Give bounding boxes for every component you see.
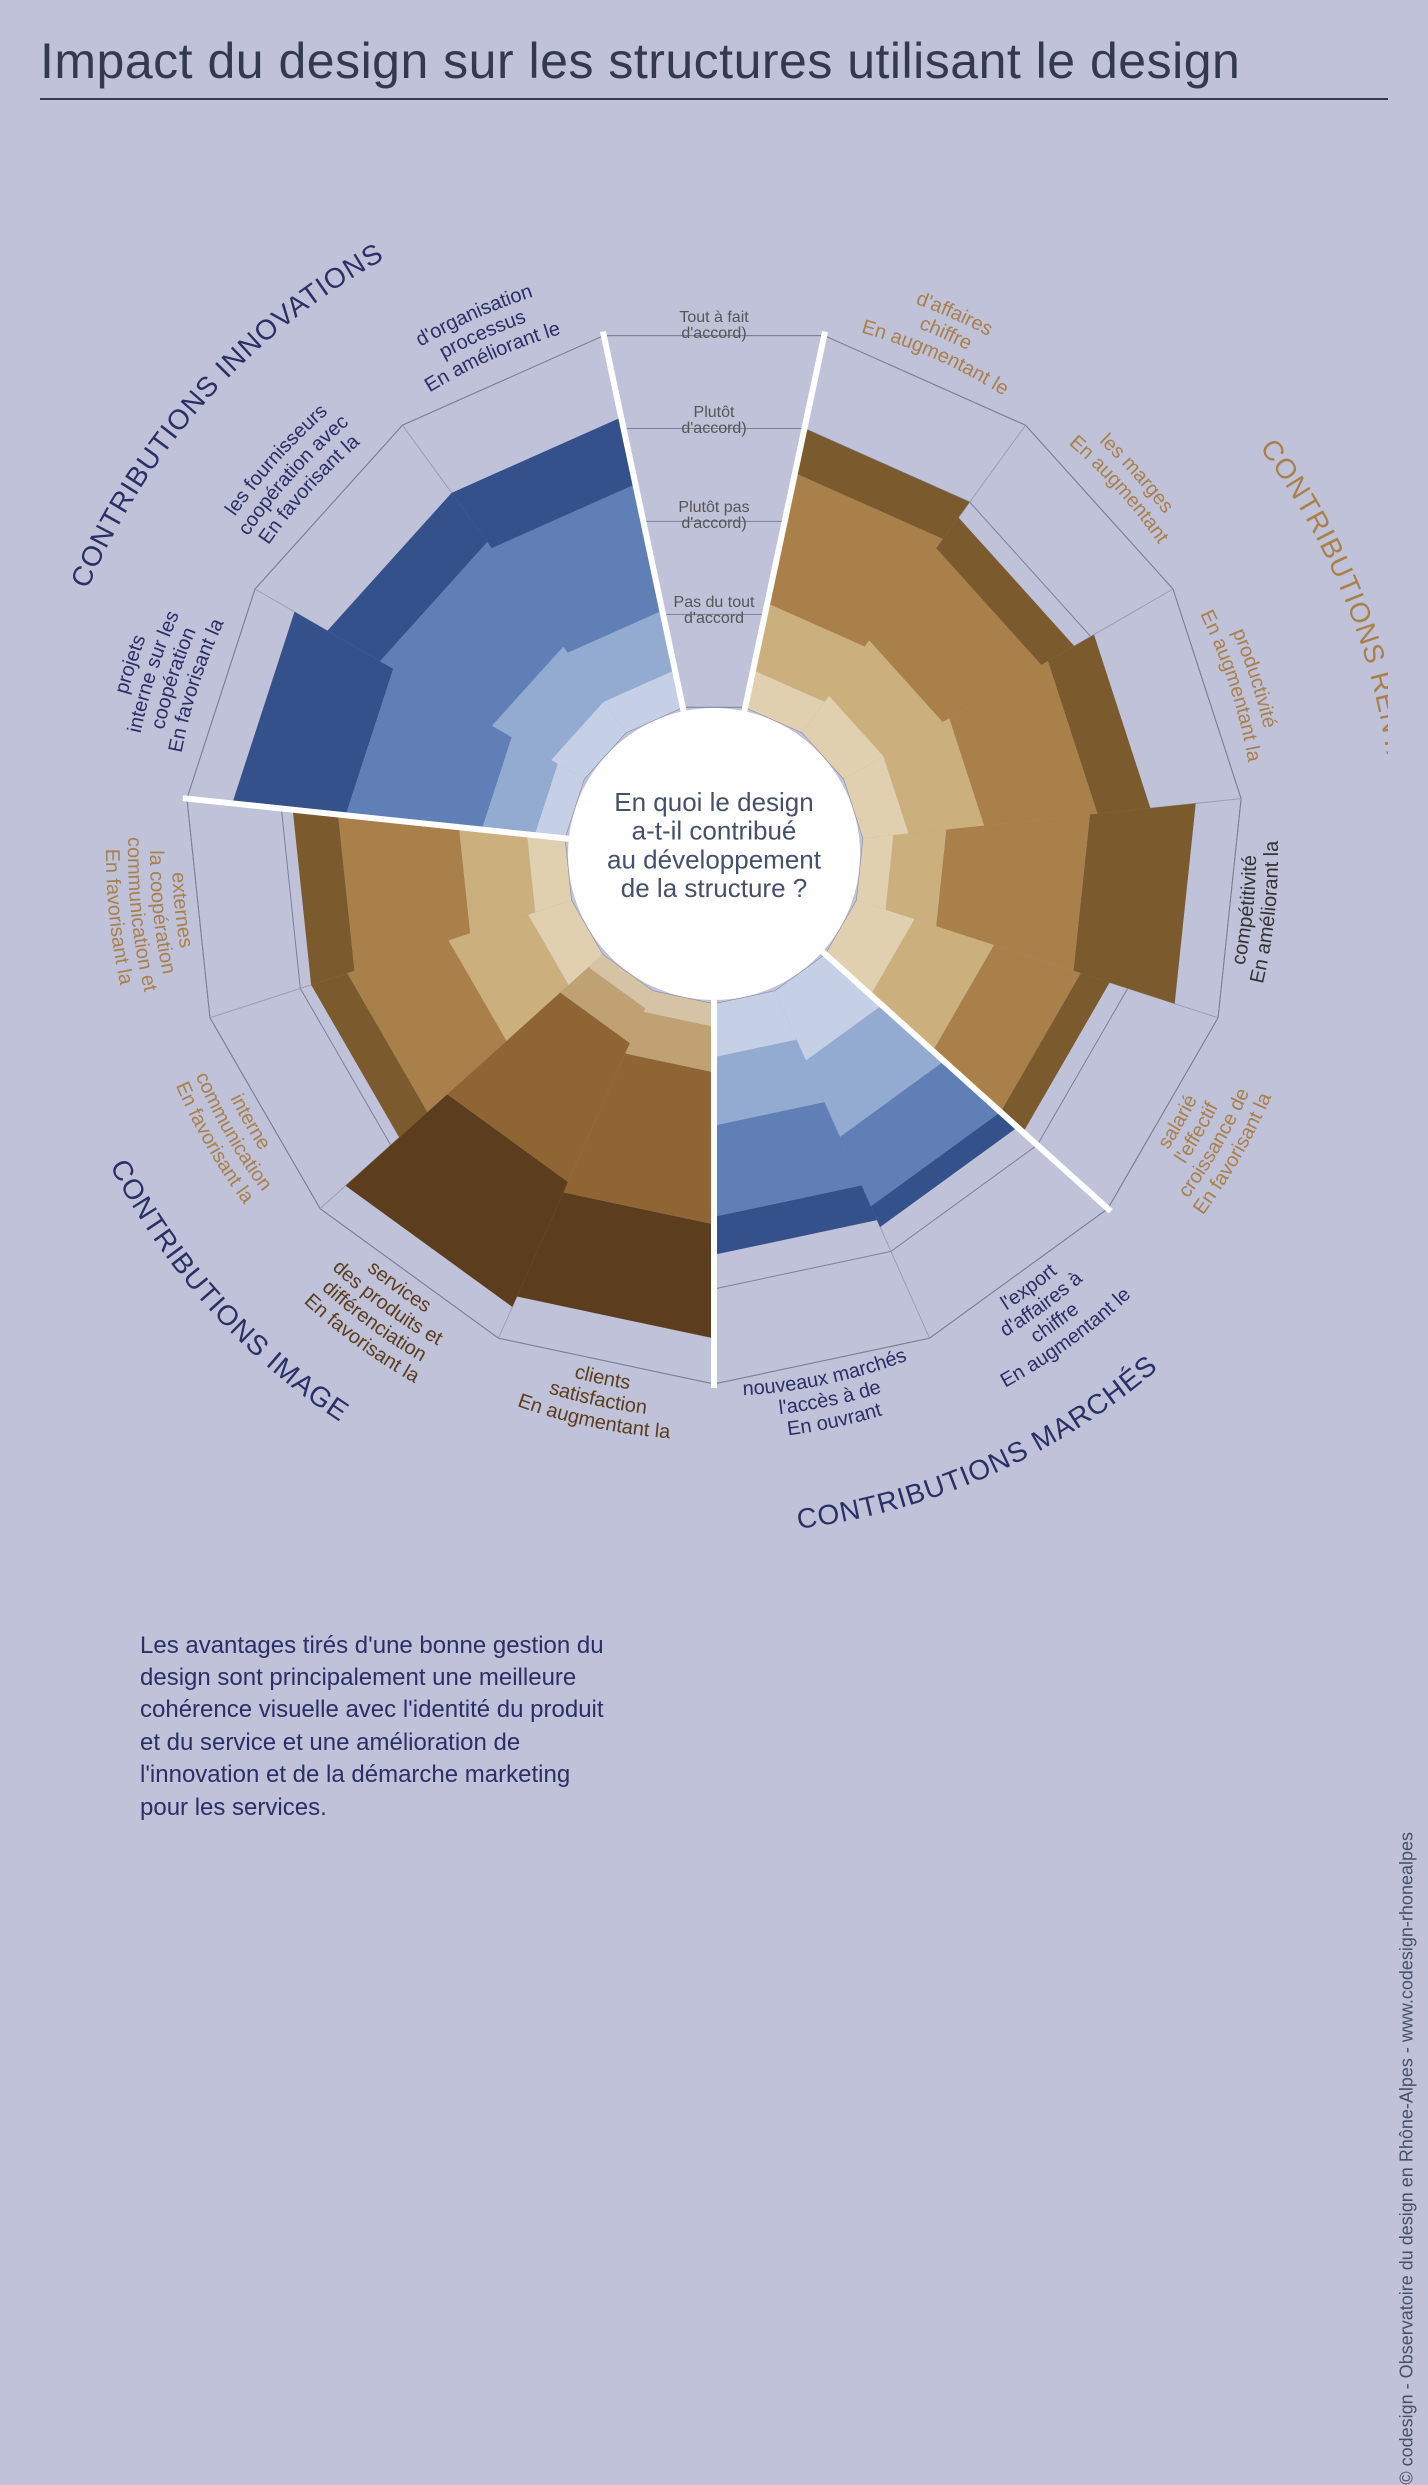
ring-level-label: Tout à faitd'accord) — [679, 309, 749, 342]
radial-chart-container: Pas du toutd'accordPlutôt pasd'accord)Pl… — [40, 124, 1388, 1584]
credit-line: © codesign - Observatoire du design en R… — [1397, 1832, 1418, 2485]
page-title: Impact du design sur les structures util… — [40, 32, 1388, 90]
title-rule — [40, 98, 1388, 100]
category-label: CONTRIBUTIONS IMAGE — [104, 1154, 354, 1427]
center-question: En quoi le designa-t-il contribuéau déve… — [607, 787, 822, 903]
chart-caption: Les avantages tirés d'une bonne gestion … — [140, 1630, 610, 1824]
ring-level-label: Plutôt pasd'accord) — [678, 499, 749, 532]
ring-level-label: Pas du toutd'accord — [674, 594, 756, 627]
wedge — [1073, 803, 1195, 1003]
wedge — [886, 830, 947, 927]
radial-chart: Pas du toutd'accordPlutôt pasd'accord)Pl… — [40, 124, 1388, 1584]
category-label: CONTRIBUTIONS RENTABILITÉ — [1255, 433, 1388, 862]
